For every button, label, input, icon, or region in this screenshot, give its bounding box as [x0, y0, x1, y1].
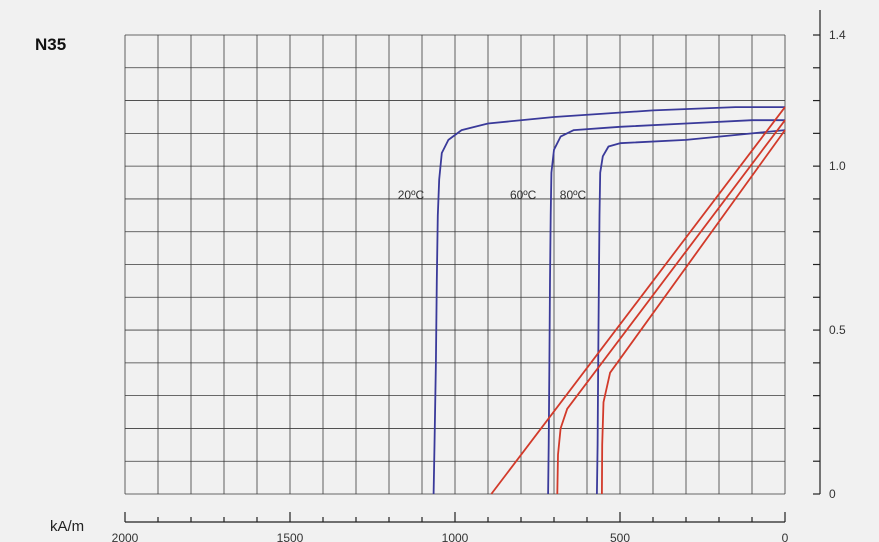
y-tick-label: 1.0 — [829, 159, 846, 173]
recoil-line — [556, 119, 786, 495]
series-label: 60ºC — [510, 188, 537, 202]
y-tick-label: 1.4 — [829, 28, 846, 42]
recoil-line — [601, 129, 786, 495]
demag-curve-20c — [432, 106, 785, 495]
chart-title: N35 — [35, 35, 66, 54]
recoil-line — [490, 106, 786, 495]
series-group — [432, 106, 786, 495]
x-axis-unit-label: kA/m — [50, 518, 84, 535]
series-label: 80ºC — [560, 188, 587, 202]
demag-curve-60c — [547, 119, 785, 495]
x-tick-label: 0 — [782, 531, 789, 542]
x-tick-label: 500 — [610, 531, 630, 542]
y-tick-label: 0.5 — [829, 323, 846, 337]
x-tick-label: 2000 — [112, 531, 139, 542]
series-labels: 20ºC 60ºC 80ºC — [398, 188, 587, 202]
x-tick-label: 1500 — [277, 531, 304, 542]
x-tick-label: 1000 — [442, 531, 469, 542]
y-tick-label: 0 — [829, 487, 836, 501]
series-label: 20ºC — [398, 188, 425, 202]
axes: 0 0.5 1.0 1.4 2000 1500 1000 500 0 — [112, 10, 846, 542]
grid — [124, 34, 786, 495]
demag-curve-80c — [596, 129, 786, 495]
